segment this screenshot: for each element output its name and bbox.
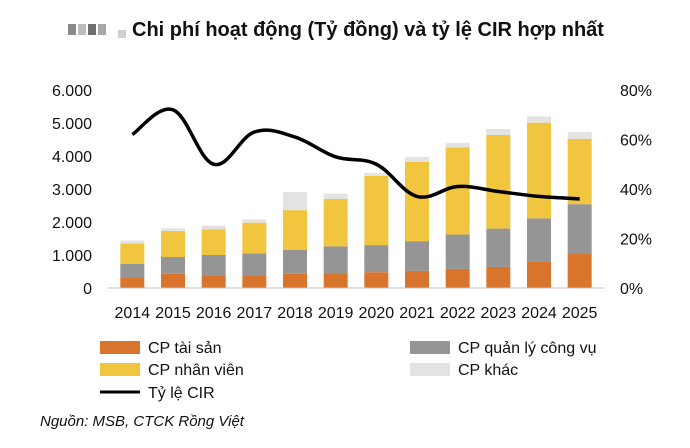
x-tick-label-2023: 2023 bbox=[481, 305, 517, 322]
bar-2023-series-0 bbox=[486, 266, 511, 288]
bar-2023-series-2 bbox=[486, 134, 511, 229]
y-right-tick-label: 20% bbox=[620, 232, 652, 249]
bar-2015-series-0 bbox=[161, 273, 185, 288]
bar-2022-series-0 bbox=[445, 268, 470, 288]
bar-2015-series-1 bbox=[161, 256, 185, 274]
bar-2016-series-0 bbox=[201, 275, 226, 288]
bar-2025-series-1 bbox=[567, 204, 592, 255]
source-note: Nguồn: MSB, CTCK Rồng Việt bbox=[40, 413, 245, 430]
bar-2023-series-3 bbox=[486, 128, 511, 135]
y-left-tick-label: 2.000 bbox=[52, 215, 92, 232]
bar-2016-series-3 bbox=[201, 225, 226, 230]
legend-label-4: Tỷ lệ CIR bbox=[148, 385, 215, 402]
bar-2017-series-2 bbox=[242, 222, 267, 254]
legend-label-3: CP khác bbox=[458, 362, 518, 379]
bar-2024-series-2 bbox=[527, 122, 551, 219]
bar-2014-series-1 bbox=[120, 263, 145, 278]
bar-2015-series-3 bbox=[161, 228, 185, 231]
legend-swatch-1 bbox=[410, 341, 450, 354]
bar-2023-series-1 bbox=[486, 228, 511, 267]
logo-icon bbox=[68, 24, 126, 38]
legend-swatch-2 bbox=[100, 363, 140, 376]
bar-2025-series-0 bbox=[567, 254, 592, 288]
bar-2020-series-0 bbox=[364, 272, 389, 288]
bar-2024-series-1 bbox=[527, 218, 551, 262]
bar-2019-series-1 bbox=[323, 246, 348, 274]
bar-2025-series-2 bbox=[567, 138, 592, 205]
x-tick-label-2022: 2022 bbox=[440, 305, 476, 322]
legend-label-2: CP nhân viên bbox=[148, 362, 244, 379]
bar-2020-series-3 bbox=[364, 172, 389, 176]
y-right-tick-label: 60% bbox=[620, 133, 652, 150]
bar-2014-series-2 bbox=[120, 243, 145, 264]
bar-2018-series-3 bbox=[283, 191, 307, 211]
bars-layer bbox=[120, 116, 592, 288]
bar-2019-series-0 bbox=[323, 273, 348, 288]
bar-2017-series-1 bbox=[242, 253, 267, 276]
legend-swatch-0 bbox=[100, 341, 140, 354]
y-axis-right: 0% 20% 40% 60% 80% bbox=[620, 83, 652, 298]
legend-label-0: CP tài sản bbox=[148, 340, 222, 357]
y-axis-left: 0 1.000 2.000 3.000 4.000 5.000 6.000 bbox=[52, 83, 92, 298]
bar-2021-series-2 bbox=[405, 161, 429, 242]
y-left-tick-label: 0 bbox=[83, 281, 92, 298]
x-tick-label-2020: 2020 bbox=[359, 305, 395, 322]
bar-2022-series-2 bbox=[445, 147, 470, 235]
bar-2022-series-3 bbox=[445, 142, 470, 148]
x-tick-label-2014: 2014 bbox=[115, 305, 151, 322]
legend: CP tài sản CP quản lý công vụ CP nhân viên… bbox=[100, 340, 596, 402]
x-tick-label-2015: 2015 bbox=[155, 305, 191, 322]
bar-2018-series-0 bbox=[283, 273, 307, 288]
y-left-tick-label: 5.000 bbox=[52, 116, 92, 133]
cir-line-series-0 bbox=[131, 107, 580, 201]
bar-2020-series-1 bbox=[364, 245, 389, 273]
bar-2020-series-2 bbox=[364, 175, 389, 246]
bar-2017-series-3 bbox=[242, 219, 267, 223]
y-left-tick-label: 3.000 bbox=[52, 182, 92, 199]
chart-title: Chi phí hoạt động (Tỷ đồng) và tỷ lệ CIR… bbox=[132, 19, 604, 41]
x-tick-label-2025: 2025 bbox=[562, 305, 598, 322]
bar-2022-series-1 bbox=[445, 234, 470, 269]
bar-2018-series-2 bbox=[283, 210, 307, 250]
bar-2019-series-3 bbox=[323, 193, 348, 199]
y-left-tick-label: 4.000 bbox=[52, 149, 92, 166]
x-tick-label-2024: 2024 bbox=[521, 305, 557, 322]
bar-2021-series-3 bbox=[405, 156, 429, 162]
bar-2014-series-0 bbox=[120, 277, 145, 288]
y-left-tick-label: 1.000 bbox=[52, 248, 92, 265]
legend-label-1: CP quản lý công vụ bbox=[458, 340, 596, 357]
bar-2021-series-0 bbox=[405, 270, 429, 288]
bar-2016-series-1 bbox=[201, 255, 226, 276]
bar-2024-series-3 bbox=[527, 116, 551, 123]
bar-2018-series-1 bbox=[283, 249, 307, 274]
bar-2017-series-0 bbox=[242, 275, 267, 288]
x-axis: 2014 2015 2016 2017 2018 2019 2020 2021 2022 2023… bbox=[115, 305, 598, 322]
x-tick-label-2018: 2018 bbox=[277, 305, 313, 322]
x-tick-label-2016: 2016 bbox=[196, 305, 232, 322]
cir-line-layer bbox=[131, 107, 580, 201]
bar-2021-series-1 bbox=[405, 241, 429, 271]
legend-swatch-3 bbox=[410, 363, 450, 376]
x-tick-label-2019: 2019 bbox=[318, 305, 354, 322]
bar-2024-series-0 bbox=[527, 261, 551, 288]
bar-2014-series-3 bbox=[120, 240, 145, 244]
x-tick-label-2021: 2021 bbox=[399, 305, 435, 322]
y-left-tick-label: 6.000 bbox=[52, 83, 92, 100]
bar-2016-series-2 bbox=[201, 229, 226, 255]
bar-2019-series-2 bbox=[323, 198, 348, 247]
y-right-tick-label: 40% bbox=[620, 182, 652, 199]
bar-2025-series-3 bbox=[567, 131, 592, 139]
bar-2015-series-2 bbox=[161, 230, 185, 257]
y-right-tick-label: 80% bbox=[620, 83, 652, 100]
x-tick-label-2017: 2017 bbox=[237, 305, 273, 322]
y-right-tick-label: 0% bbox=[620, 281, 643, 298]
